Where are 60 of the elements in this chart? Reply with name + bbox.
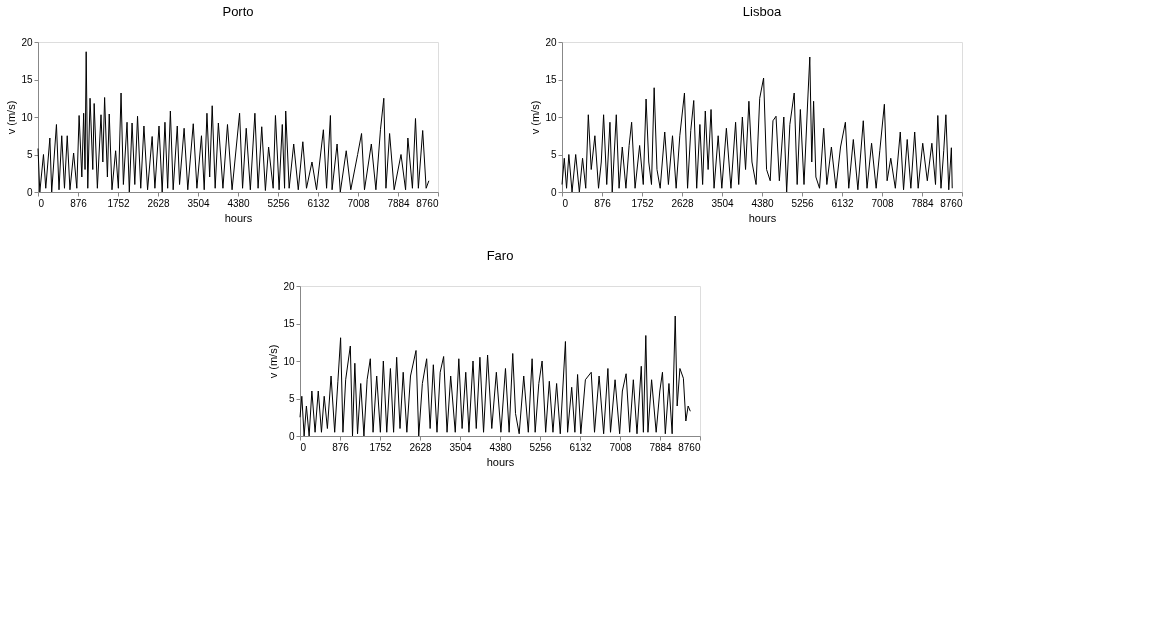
x-tick-label: 876 — [332, 441, 350, 453]
y-tick-label: 5 — [288, 393, 295, 404]
x-tick-label: 8760 — [678, 441, 701, 453]
chart-title: Lisboa — [742, 4, 782, 19]
y-tick-label: 0 — [550, 186, 557, 198]
x-tick-label: 5256 — [529, 441, 553, 453]
y-tick-label: 20 — [283, 280, 295, 292]
x-tick-label: 7884 — [387, 197, 411, 209]
x-tick-label: 7008 — [347, 197, 371, 209]
x-tick-label: 2628 — [147, 197, 171, 209]
y-axis-title: v (m/s) — [267, 344, 280, 379]
x-tick-label: 3504 — [711, 197, 735, 209]
y-tick-label: 5 — [26, 149, 33, 160]
x-tick-label: 1752 — [631, 197, 655, 209]
x-tick-label: 5256 — [267, 197, 291, 209]
y-axis-title: v (m/s) — [529, 100, 542, 135]
x-tick-label: 2628 — [409, 441, 433, 453]
y-axis-title: v (m/s) — [5, 100, 18, 135]
x-axis-title: hours — [748, 211, 777, 224]
y-tick-label: 10 — [545, 111, 557, 123]
y-tick-label: 20 — [545, 36, 557, 48]
x-tick-label: 4380 — [227, 197, 251, 209]
x-tick-label: 3504 — [449, 441, 473, 453]
y-tick-label: 0 — [288, 430, 295, 442]
x-tick-label: 7884 — [911, 197, 935, 209]
x-tick-label: 4380 — [489, 441, 513, 453]
x-axis-title: hours — [486, 455, 515, 468]
y-tick-label: 15 — [283, 318, 295, 329]
y-tick-label: 5 — [550, 149, 557, 160]
x-tick-label: 1752 — [107, 197, 131, 209]
y-tick-label: 10 — [21, 111, 33, 123]
x-tick-label: 0 — [300, 441, 307, 453]
x-tick-label: 3504 — [187, 197, 211, 209]
x-axis-title: hours — [224, 211, 253, 224]
y-tick-label: 0 — [26, 186, 33, 198]
x-tick-label: 8760 — [416, 197, 439, 209]
x-tick-label: 6132 — [307, 197, 331, 209]
x-tick-label: 0 — [38, 197, 45, 209]
y-tick-label: 10 — [283, 355, 295, 367]
x-tick-label: 5256 — [791, 197, 815, 209]
y-tick-label: 20 — [21, 36, 33, 48]
chart-title: Faro — [486, 248, 514, 263]
x-tick-label: 0 — [562, 197, 569, 209]
line-series — [299, 315, 691, 437]
y-tick-label: 15 — [545, 74, 557, 85]
x-tick-label: 6132 — [569, 441, 593, 453]
x-tick-label: 2628 — [671, 197, 695, 209]
x-tick-label: 4380 — [751, 197, 775, 209]
line-series — [37, 51, 430, 193]
x-tick-label: 7008 — [609, 441, 633, 453]
x-tick-label: 876 — [70, 197, 88, 209]
x-tick-label: 6132 — [831, 197, 855, 209]
x-tick-label: 8760 — [940, 197, 963, 209]
line-series — [561, 56, 953, 193]
chart-title: Porto — [222, 4, 254, 19]
x-tick-label: 876 — [594, 197, 612, 209]
x-tick-label: 1752 — [369, 441, 393, 453]
y-tick-label: 15 — [21, 74, 33, 85]
x-tick-label: 7884 — [649, 441, 673, 453]
x-tick-label: 7008 — [871, 197, 895, 209]
